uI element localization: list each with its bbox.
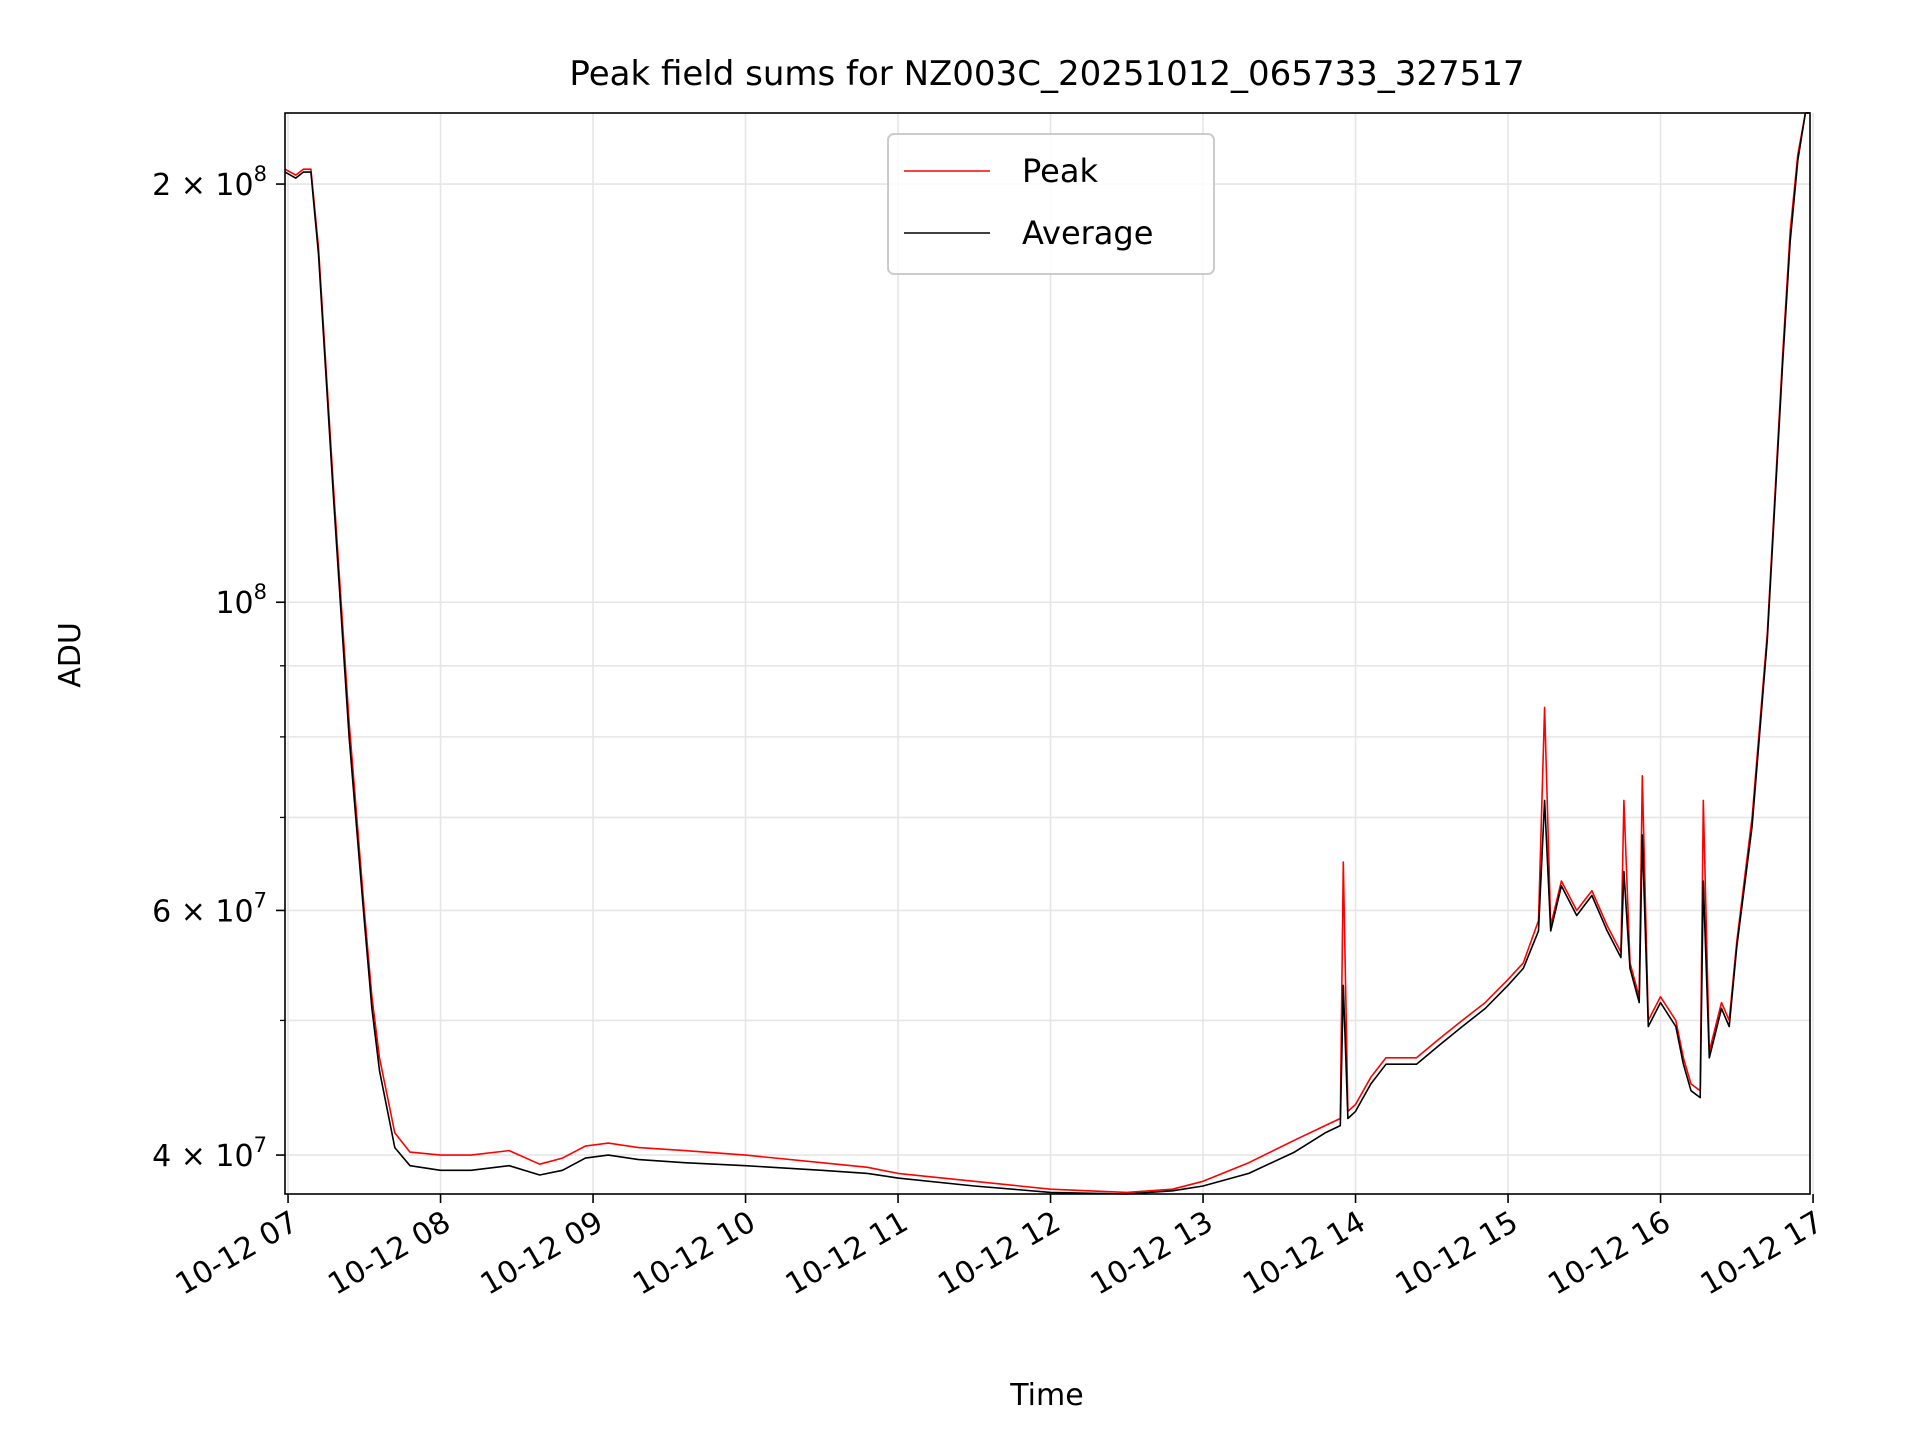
y-tick-label-exponent: 7: [254, 1133, 267, 1157]
y-tick-label-base: 4 × 10: [152, 1139, 253, 1174]
plot-area: [285, 113, 1810, 1194]
chart-title: Peak field sums for NZ003C_20251012_0657…: [569, 54, 1524, 94]
series-line-average: [284, 112, 1810, 1195]
legend-average-label: Average: [1022, 214, 1153, 252]
y-tick-label: 6 × 107: [152, 888, 267, 929]
y-tick-label: 108: [215, 580, 267, 621]
y-tick-label-base: 10: [215, 586, 253, 621]
series-line-peak: [284, 112, 1810, 1194]
y-tick-label-exponent: 8: [254, 580, 267, 604]
legend-peak-label: Peak: [1022, 152, 1098, 190]
y-tick-label: 4 × 107: [152, 1133, 267, 1174]
x-axis-label: Time: [1009, 1378, 1083, 1413]
legend-box: [887, 133, 1215, 275]
y-tick-label-base: 6 × 10: [152, 894, 253, 929]
y-tick-label: 2 × 108: [152, 162, 267, 203]
plot-frame: [284, 112, 1811, 1195]
y-tick-label-base: 2 × 10: [152, 168, 253, 203]
y-tick-label-exponent: 8: [254, 162, 267, 186]
y-tick-label-exponent: 7: [254, 888, 267, 912]
series-layer: [284, 112, 1810, 1195]
legend: Peak Average: [887, 133, 1215, 275]
y-axis-label: ADU: [53, 622, 88, 688]
